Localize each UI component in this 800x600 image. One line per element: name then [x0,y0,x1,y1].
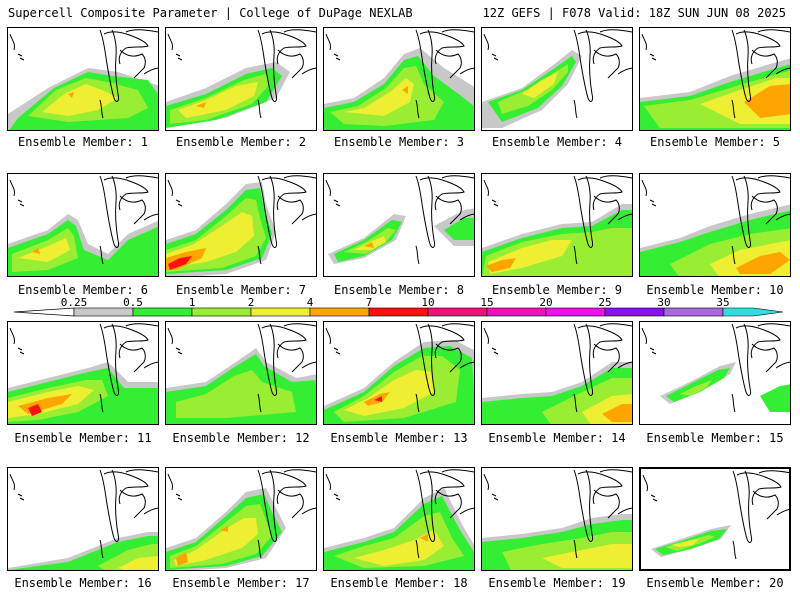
legend-swatch [191,307,252,317]
scp-contour-map [8,323,158,424]
ensemble-member-label: Ensemble Member: 8 [333,283,465,297]
legend-tick-label: 15 [480,296,494,309]
legend-swatch [73,307,134,317]
ensemble-map-panel-18 [323,467,475,571]
legend-tick-label: 2 [247,296,255,309]
scp-contour-map [640,175,790,276]
ensemble-member-label: Ensemble Member: 13 [330,431,468,445]
legend-tick-label: 4 [306,296,314,309]
scp-contour-map [166,29,316,128]
ensemble-map-panel-13 [323,321,475,425]
ensemble-map-panel-20 [639,467,791,571]
legend-swatch [132,307,193,317]
ensemble-member-label: Ensemble Member: 11 [14,431,152,445]
scp-contour-map [8,175,158,276]
ensemble-member-label: Ensemble Member: 2 [175,135,307,149]
scp-contour-map [8,29,158,130]
legend-tick-label: 20 [539,296,553,309]
ensemble-member-label: Ensemble Member: 12 [172,431,310,445]
color-scale-legend [13,307,784,317]
scp-contour-map [324,469,474,570]
ensemble-map-panel-9 [481,173,633,277]
ensemble-member-label: Ensemble Member: 1 [17,135,149,149]
ensemble-member-label: Ensemble Member: 4 [491,135,623,149]
scp-contour-map [482,175,632,276]
ensemble-member-label: Ensemble Member: 15 [646,431,784,445]
legend-swatch [250,307,311,317]
ensemble-map-panel-15 [639,321,791,425]
legend-swatch [663,307,724,317]
legend-tick-label: 35 [716,296,730,309]
ensemble-member-label: Ensemble Member: 7 [175,283,307,297]
scp-contour-map [166,323,316,424]
scp-contour-map [482,323,632,424]
valid-time-label: 12Z GEFS | F078 Valid: 18Z SUN JUN 08 20… [482,6,786,20]
legend-tick-label: 30 [657,296,671,309]
legend-swatch [722,307,784,317]
scp-contour-map [642,470,789,560]
legend-tick-label: 25 [598,296,612,309]
legend-swatch [368,307,429,317]
ensemble-member-label: Ensemble Member: 16 [14,576,152,590]
ensemble-map-panel-6 [7,173,159,277]
legend-swatch [309,307,370,317]
ensemble-map-panel-16 [7,467,159,571]
legend-tick-label: 1 [188,296,196,309]
ensemble-member-label: Ensemble Member: 5 [649,135,781,149]
ensemble-map-panel-11 [7,321,159,425]
ensemble-map-panel-4 [481,27,633,131]
ensemble-member-label: Ensemble Member: 17 [172,576,310,590]
scp-contour-map [166,469,316,570]
legend-tick-label: 10 [421,296,435,309]
legend-swatch [604,307,665,317]
ensemble-member-label: Ensemble Member: 14 [488,431,626,445]
ensemble-member-label: Ensemble Member: 10 [646,283,784,297]
ensemble-map-panel-17 [165,467,317,571]
legend-tick-label: 0.5 [123,296,143,309]
ensemble-member-label: Ensemble Member: 6 [17,283,149,297]
ensemble-member-label: Ensemble Member: 3 [333,135,465,149]
legend-tick-label: 7 [365,296,373,309]
scp-contour-map [641,323,790,413]
map-title: Supercell Composite Parameter | College … [8,6,413,20]
ensemble-map-panel-10 [639,173,791,277]
scp-contour-map [324,29,474,130]
ensemble-map-panel-19 [481,467,633,571]
ensemble-member-label: Ensemble Member: 20 [646,576,784,590]
ensemble-map-panel-12 [165,321,317,425]
ensemble-member-label: Ensemble Member: 9 [491,283,623,297]
legend-swatch [486,307,547,317]
ensemble-map-panel-5 [639,27,791,131]
ensemble-member-label: Ensemble Member: 19 [488,576,626,590]
ensemble-map-panel-2 [165,27,317,131]
legend-swatch [427,307,488,317]
ensemble-map-panel-1 [7,27,159,131]
ensemble-map-panel-7 [165,173,317,277]
ensemble-map-panel-14 [481,321,633,425]
ensemble-member-label: Ensemble Member: 18 [330,576,468,590]
ensemble-map-panel-8 [323,173,475,277]
ensemble-map-panel-3 [323,27,475,131]
scp-contour-map [325,175,474,265]
scp-contour-map [640,29,790,130]
scp-contour-map [482,469,632,570]
legend-tick-label: 0.25 [60,296,88,309]
legend-swatch [545,307,606,317]
scp-contour-map [324,323,474,424]
scp-contour-map [482,29,632,128]
scp-contour-map [166,175,316,276]
scp-contour-map [8,469,158,570]
